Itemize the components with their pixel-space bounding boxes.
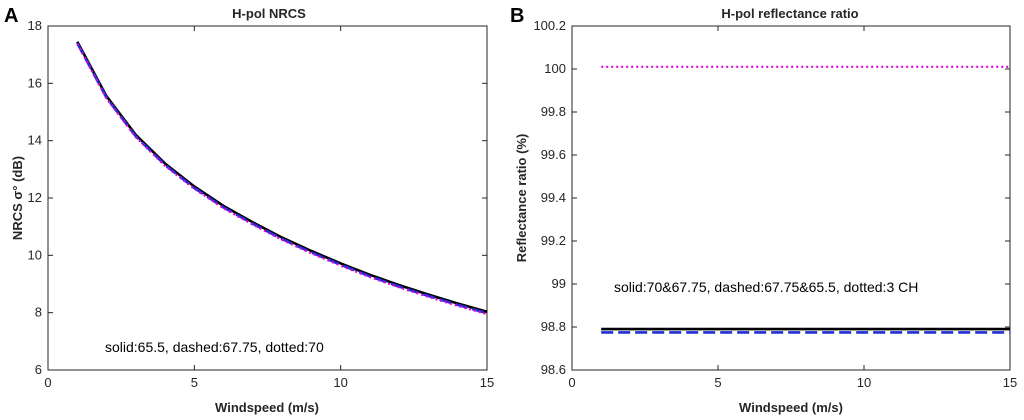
y-tick-label: 98.6 — [541, 362, 566, 377]
y-tick-label: 16 — [28, 75, 42, 90]
y-tick-label: 99 — [552, 276, 566, 291]
panel-a-x-label: Windspeed (m/s) — [215, 400, 319, 415]
y-tick-label: 10 — [28, 247, 42, 262]
panel-b: B H-pol reflectance ratio 98.6 98.8 99 99.2… — [510, 5, 1017, 415]
panel-a-series — [76, 41, 488, 316]
x-tick-label: 0 — [44, 375, 51, 390]
y-tick-label: 18 — [28, 18, 42, 33]
panel-b-x-ticks: 0 5 10 15 — [568, 26, 1017, 390]
x-tick-label: 15 — [480, 375, 494, 390]
panel-a: A H-pol NRCS 6 8 10 12 14 16 18 0 5 10 15 solid:6… — [4, 5, 494, 415]
panel-b-letter: B — [510, 5, 524, 27]
y-tick-label: 99.4 — [541, 190, 566, 205]
panel-a-x-ticks: 0 5 10 15 — [44, 26, 494, 390]
panel-b-series — [601, 65, 1010, 334]
panel-b-annotation: solid:70&67.75, dashed:67.75&65.5, dotte… — [614, 279, 918, 295]
panel-a-title: H-pol NRCS — [232, 6, 306, 21]
x-tick-label: 5 — [191, 375, 198, 390]
x-tick-label: 5 — [714, 375, 721, 390]
panel-b-y-label: Reflectance ratio (%) — [514, 134, 529, 263]
y-tick-label: 98.8 — [541, 319, 566, 334]
panel-b-y-ticks: 98.6 98.8 99 99.2 99.4 99.6 99.8 100 100.2 — [533, 18, 1010, 377]
x-tick-label: 0 — [568, 375, 575, 390]
series-line-dotted — [76, 43, 488, 316]
x-tick-label: 15 — [1003, 375, 1017, 390]
panel-b-x-label: Windspeed (m/s) — [739, 400, 843, 415]
y-tick-label: 100 — [544, 61, 566, 76]
y-tick-label: 8 — [35, 305, 42, 320]
y-tick-label: 99.6 — [541, 147, 566, 162]
y-tick-label: 12 — [28, 190, 42, 205]
x-tick-label: 10 — [333, 375, 347, 390]
series-line-dashed — [76, 42, 488, 315]
y-tick-label: 100.2 — [533, 18, 566, 33]
panel-a-letter: A — [4, 5, 18, 27]
y-tick-label: 99.8 — [541, 104, 566, 119]
panel-b-title: H-pol reflectance ratio — [721, 6, 858, 21]
panel-a-y-label: NRCS σ° (dB) — [10, 156, 25, 240]
x-tick-label: 10 — [857, 375, 871, 390]
panel-a-annotation: solid:65.5, dashed:67.75, dotted:70 — [105, 339, 324, 355]
y-tick-label: 14 — [28, 133, 42, 148]
panel-b-plot-area — [571, 25, 1011, 371]
y-tick-label: 6 — [35, 362, 42, 377]
y-tick-label: 99.2 — [541, 233, 566, 248]
panel-a-y-ticks: 6 8 10 12 14 16 18 — [28, 18, 487, 377]
panel-a-plot-area — [47, 25, 488, 371]
